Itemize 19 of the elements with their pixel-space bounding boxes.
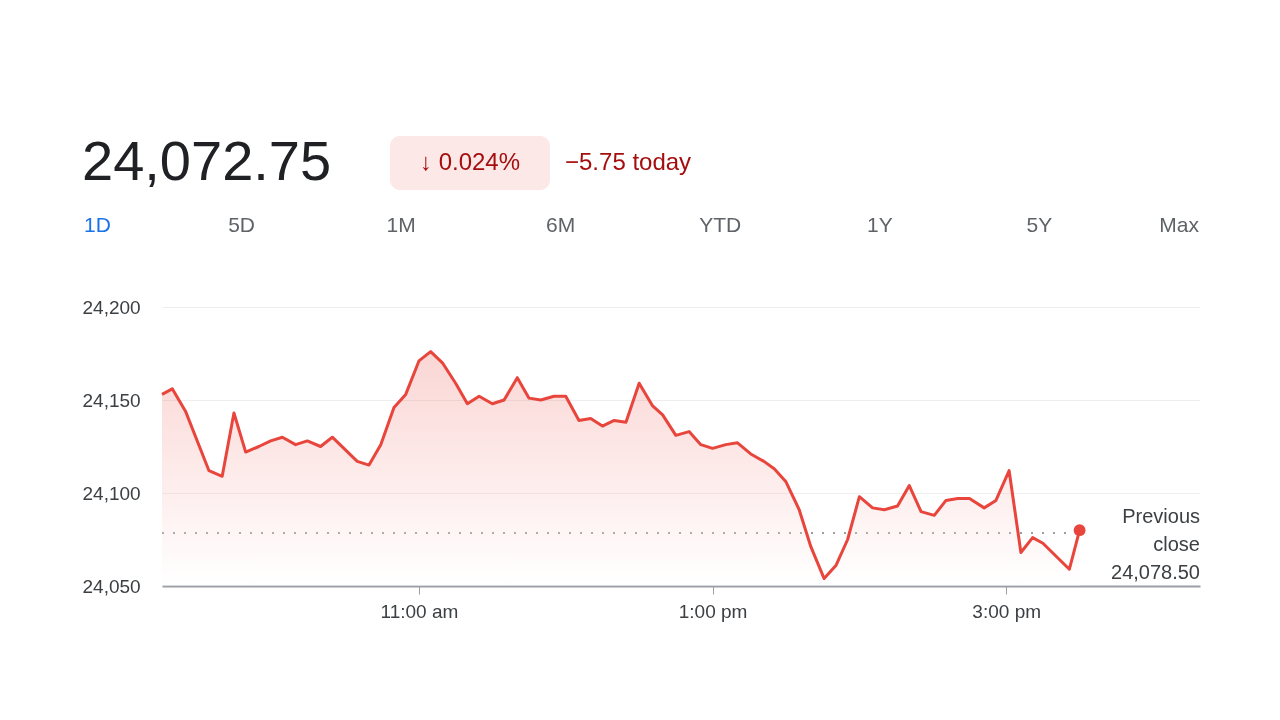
x-tick-label: 3:00 pm [972, 600, 1042, 622]
text: 1Y [867, 213, 893, 236]
x-tick-label: 1:00 pm [678, 600, 748, 622]
x-tick-label: 11:00 am [380, 600, 459, 622]
text: 5Y [1026, 213, 1053, 236]
text: 5D [228, 213, 255, 236]
ref-line-label: Previous close 24,078.50 [1111, 504, 1200, 583]
text: ↓ 0.024% [419, 148, 521, 175]
text: YTD [699, 213, 742, 236]
text: Max [1159, 213, 1200, 236]
y-tick-label: 24,100 [82, 482, 141, 504]
y-tick-label: 24,150 [82, 389, 141, 411]
text: 1M [386, 213, 416, 236]
text: 6M [546, 213, 576, 236]
text: 1D [84, 213, 111, 236]
y-tick-label: 24,200 [82, 296, 141, 318]
chart-title: 24,072.75 [82, 129, 332, 192]
y-tick-label: 24,050 [82, 575, 141, 597]
text: −5.75 today [565, 148, 692, 175]
